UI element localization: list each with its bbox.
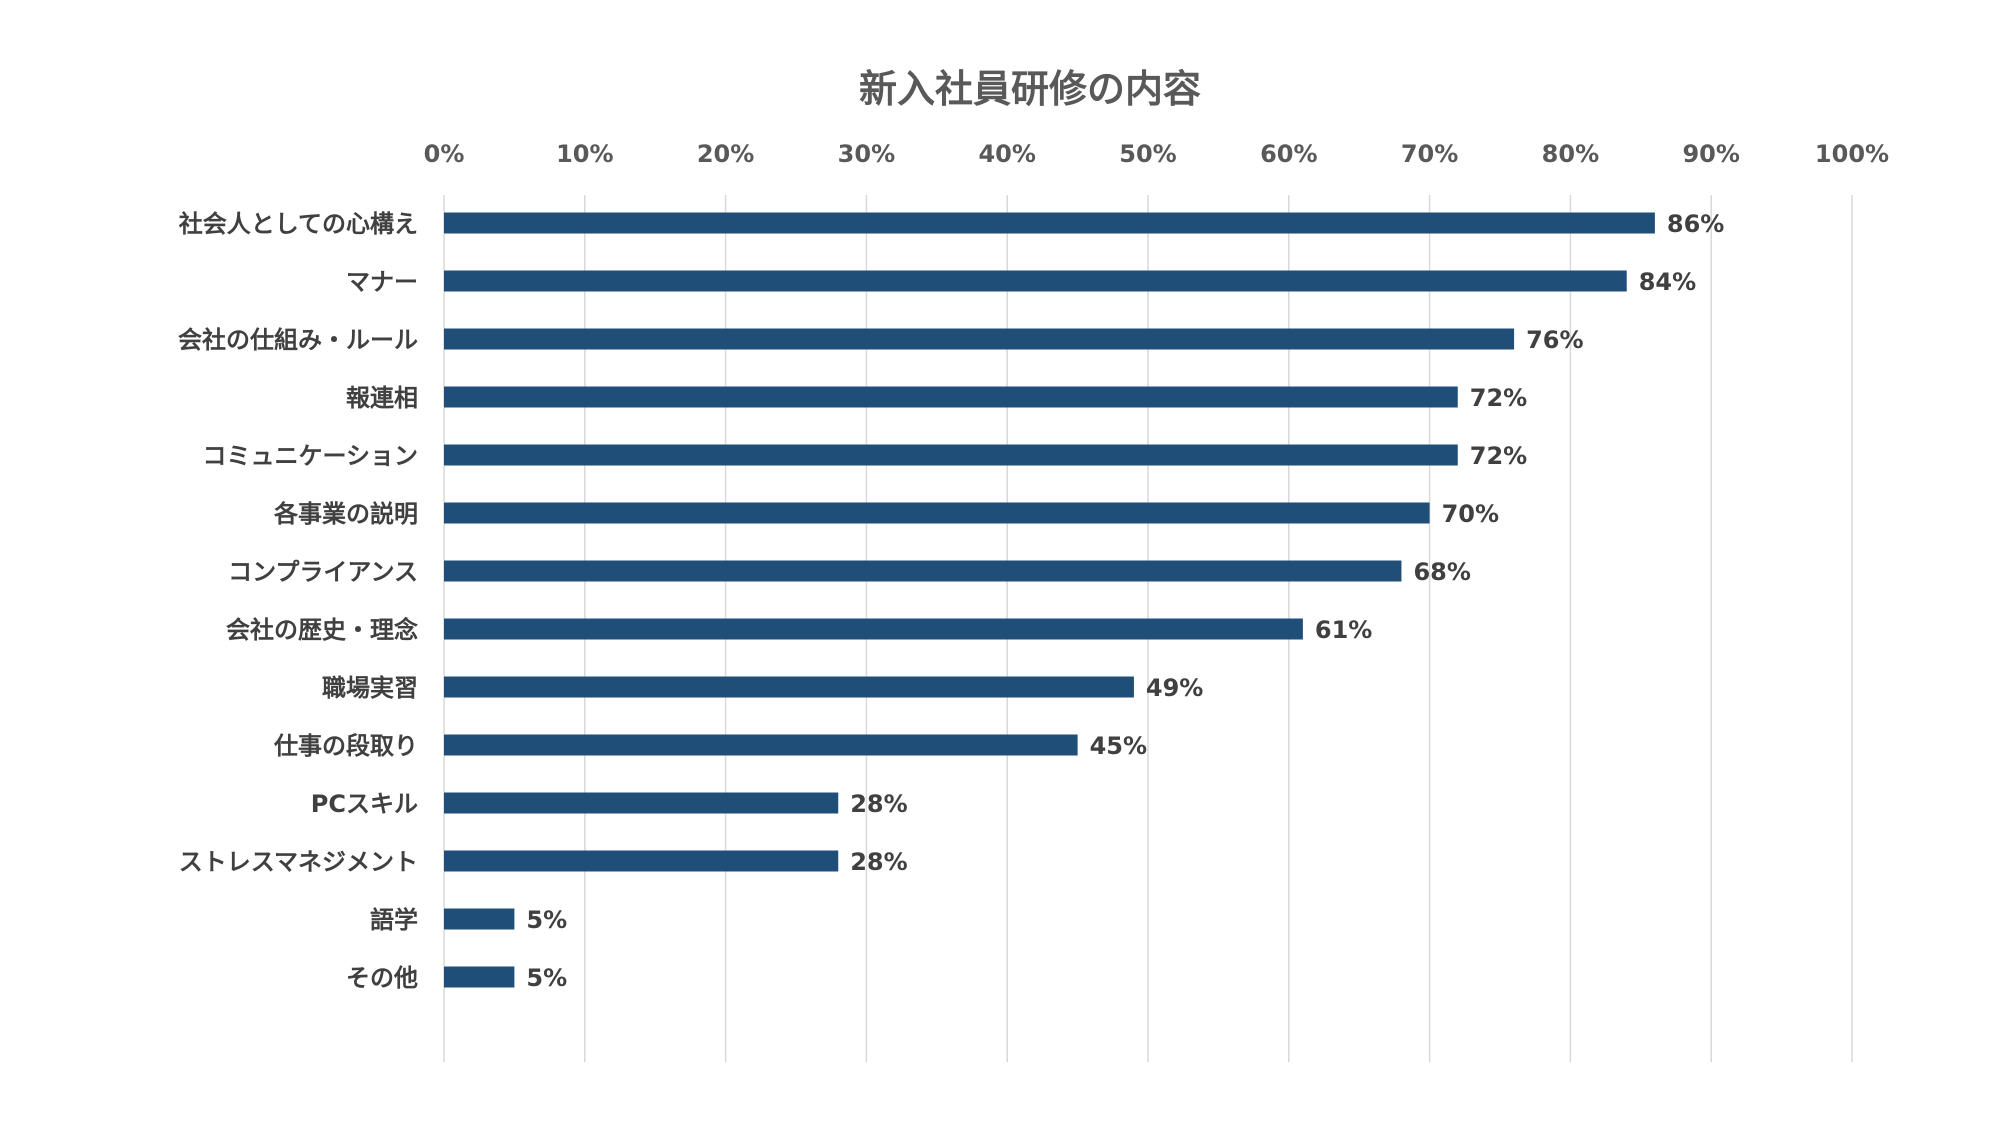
x-tick-label: 100%	[1815, 140, 1889, 168]
data-label: 72%	[1470, 384, 1527, 412]
category-label: コンプライアンス	[228, 558, 418, 586]
data-label: 86%	[1667, 210, 1724, 238]
category-label: PCスキル	[311, 790, 418, 818]
data-label: 84%	[1639, 268, 1696, 296]
x-tick-label: 10%	[556, 140, 613, 168]
category-label: 職場実習	[322, 674, 418, 702]
x-tick-label: 70%	[1401, 140, 1458, 168]
category-label: 仕事の段取り	[273, 732, 418, 760]
category-label: 社会人としての心構え	[179, 210, 418, 238]
data-label: 28%	[850, 848, 907, 876]
x-axis-ticks: 0% 10% 20% 30% 40% 50% 60% 70% 80% 90% 100%	[424, 140, 1889, 168]
data-label: 49%	[1146, 674, 1203, 702]
bar	[444, 734, 1078, 756]
category-label: ストレスマネジメント	[179, 848, 418, 876]
category-label: 語学	[370, 906, 418, 934]
category-label: その他	[346, 964, 418, 992]
chart-title: 新入社員研修の内容	[859, 67, 1201, 111]
x-tick-label: 40%	[978, 140, 1035, 168]
category-label: 報連相	[346, 384, 418, 412]
category-labels: 社会人としての心構えマナー会社の仕組み・ルール報連相コミュニケーション各事業の説…	[178, 210, 418, 992]
category-label: コミュニケーション	[202, 442, 418, 470]
bar	[444, 908, 515, 930]
data-label: 28%	[850, 790, 907, 818]
data-label: 76%	[1526, 326, 1583, 354]
x-tick-label: 60%	[1260, 140, 1317, 168]
data-label: 61%	[1315, 616, 1372, 644]
bar	[444, 270, 1627, 292]
x-tick-label: 50%	[1119, 140, 1176, 168]
bars	[444, 212, 1655, 988]
bar	[444, 850, 839, 872]
bar	[444, 618, 1303, 640]
data-label: 72%	[1470, 442, 1527, 470]
data-label: 45%	[1090, 732, 1147, 760]
bar	[444, 792, 839, 814]
data-label: 5%	[526, 906, 567, 934]
bar	[444, 328, 1515, 350]
bar	[444, 444, 1458, 466]
x-tick-label: 90%	[1682, 140, 1739, 168]
bar	[444, 966, 515, 988]
bar	[444, 212, 1655, 234]
data-label: 70%	[1442, 500, 1499, 528]
x-tick-label: 0%	[424, 140, 465, 168]
x-tick-label: 80%	[1542, 140, 1599, 168]
x-tick-label: 20%	[697, 140, 754, 168]
category-label: 会社の歴史・理念	[226, 616, 418, 644]
data-labels: 86% 84% 76% 72% 72% 70% 68% 61% 49% 45% 28% 28% 5% 5%	[526, 210, 1724, 992]
category-label: 各事業の説明	[273, 500, 418, 528]
x-tick-label: 30%	[838, 140, 895, 168]
category-label: 会社の仕組み・ルール	[178, 326, 418, 354]
data-label: 5%	[526, 964, 567, 992]
category-label: マナー	[346, 268, 418, 296]
bar	[444, 676, 1134, 698]
data-label: 68%	[1413, 558, 1470, 586]
bar	[444, 560, 1402, 582]
bar	[444, 502, 1430, 524]
bar	[444, 386, 1458, 408]
